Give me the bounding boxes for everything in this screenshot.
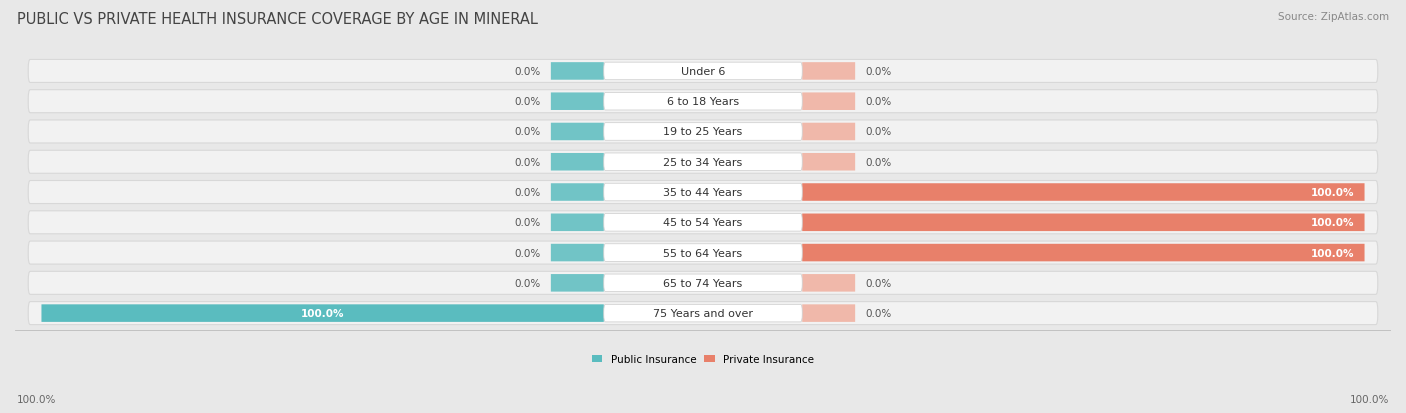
FancyBboxPatch shape <box>28 121 1378 144</box>
Text: 25 to 34 Years: 25 to 34 Years <box>664 157 742 167</box>
Text: 0.0%: 0.0% <box>515 127 541 137</box>
Legend: Public Insurance, Private Insurance: Public Insurance, Private Insurance <box>592 354 814 364</box>
Text: 100.0%: 100.0% <box>301 309 344 318</box>
Text: 100.0%: 100.0% <box>1312 218 1354 228</box>
FancyBboxPatch shape <box>28 181 1378 204</box>
Text: 100.0%: 100.0% <box>1312 188 1354 197</box>
FancyBboxPatch shape <box>28 151 1378 174</box>
Text: 75 Years and over: 75 Years and over <box>652 309 754 318</box>
Text: PUBLIC VS PRIVATE HEALTH INSURANCE COVERAGE BY AGE IN MINERAL: PUBLIC VS PRIVATE HEALTH INSURANCE COVER… <box>17 12 537 27</box>
FancyBboxPatch shape <box>41 305 603 322</box>
FancyBboxPatch shape <box>603 214 803 232</box>
Text: Source: ZipAtlas.com: Source: ZipAtlas.com <box>1278 12 1389 22</box>
Text: 0.0%: 0.0% <box>865 127 891 137</box>
Text: Under 6: Under 6 <box>681 67 725 77</box>
Text: 0.0%: 0.0% <box>515 248 541 258</box>
FancyBboxPatch shape <box>551 93 603 111</box>
Text: 100.0%: 100.0% <box>1312 248 1354 258</box>
FancyBboxPatch shape <box>603 63 803 81</box>
Text: 0.0%: 0.0% <box>865 278 891 288</box>
Text: 65 to 74 Years: 65 to 74 Years <box>664 278 742 288</box>
FancyBboxPatch shape <box>603 274 803 292</box>
FancyBboxPatch shape <box>603 184 803 201</box>
Text: 0.0%: 0.0% <box>515 188 541 197</box>
FancyBboxPatch shape <box>803 184 1365 201</box>
Text: 0.0%: 0.0% <box>515 67 541 77</box>
Text: 100.0%: 100.0% <box>1350 394 1389 404</box>
Text: 19 to 25 Years: 19 to 25 Years <box>664 127 742 137</box>
FancyBboxPatch shape <box>803 305 855 322</box>
FancyBboxPatch shape <box>28 90 1378 114</box>
Text: 0.0%: 0.0% <box>515 218 541 228</box>
FancyBboxPatch shape <box>803 93 855 111</box>
Text: 0.0%: 0.0% <box>865 309 891 318</box>
Text: 55 to 64 Years: 55 to 64 Years <box>664 248 742 258</box>
FancyBboxPatch shape <box>551 214 603 232</box>
FancyBboxPatch shape <box>551 184 603 201</box>
Text: 35 to 44 Years: 35 to 44 Years <box>664 188 742 197</box>
FancyBboxPatch shape <box>551 274 603 292</box>
FancyBboxPatch shape <box>803 63 855 81</box>
FancyBboxPatch shape <box>803 244 1365 262</box>
FancyBboxPatch shape <box>551 63 603 81</box>
FancyBboxPatch shape <box>551 244 603 262</box>
Text: 0.0%: 0.0% <box>865 157 891 167</box>
Text: 0.0%: 0.0% <box>515 157 541 167</box>
FancyBboxPatch shape <box>803 274 855 292</box>
FancyBboxPatch shape <box>28 60 1378 83</box>
FancyBboxPatch shape <box>603 154 803 171</box>
Text: 0.0%: 0.0% <box>865 67 891 77</box>
FancyBboxPatch shape <box>603 305 803 322</box>
FancyBboxPatch shape <box>803 123 855 141</box>
FancyBboxPatch shape <box>551 123 603 141</box>
FancyBboxPatch shape <box>28 242 1378 264</box>
Text: 0.0%: 0.0% <box>515 97 541 107</box>
Text: 100.0%: 100.0% <box>17 394 56 404</box>
Text: 6 to 18 Years: 6 to 18 Years <box>666 97 740 107</box>
FancyBboxPatch shape <box>603 93 803 111</box>
FancyBboxPatch shape <box>603 123 803 141</box>
FancyBboxPatch shape <box>28 272 1378 294</box>
FancyBboxPatch shape <box>551 154 603 171</box>
Text: 0.0%: 0.0% <box>515 278 541 288</box>
FancyBboxPatch shape <box>28 302 1378 325</box>
FancyBboxPatch shape <box>28 211 1378 234</box>
FancyBboxPatch shape <box>603 244 803 262</box>
FancyBboxPatch shape <box>803 154 855 171</box>
Text: 0.0%: 0.0% <box>865 97 891 107</box>
Text: 45 to 54 Years: 45 to 54 Years <box>664 218 742 228</box>
FancyBboxPatch shape <box>803 214 1365 232</box>
